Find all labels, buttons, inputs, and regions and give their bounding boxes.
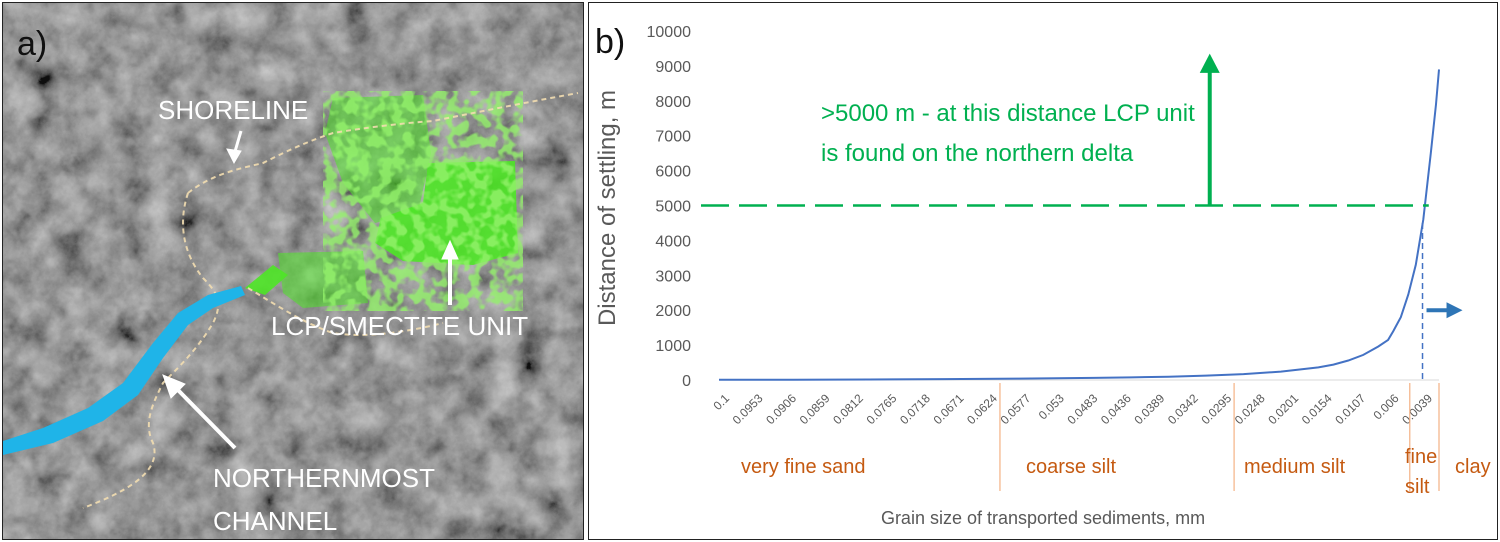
channel-arrow [173, 385, 237, 450]
class-very-fine-sand: very fine sand [741, 456, 866, 478]
x-tick-label: 0.0107 [1332, 391, 1368, 427]
up-arrow-head [1199, 53, 1220, 73]
channel-label-line1: NORTHERNMOST [213, 463, 435, 493]
class-fine-silt-line1: fine [1405, 446, 1437, 468]
x-tick-label: 0.0953 [730, 391, 766, 427]
channel-arrowhead [162, 374, 186, 399]
panel-b-chart: b) 0 1000 2000 3000 4000 5000 6000 7000 8000 9000… [588, 2, 1498, 540]
x-tick-label: 0.006 [1371, 391, 1402, 422]
y-tick-label: 1000 [655, 338, 691, 355]
class-coarse-silt: coarse silt [1026, 456, 1116, 478]
shoreline-label: SHORELINE [158, 95, 308, 125]
x-tick-label: 0.0201 [1265, 391, 1301, 427]
x-tick-label: 0.0039 [1399, 391, 1435, 427]
class-fine-silt-line2: silt [1405, 476, 1430, 498]
x-tick-label: 0.053 [1036, 391, 1067, 422]
y-tick-label: 0 [682, 373, 691, 390]
settling-curve [718, 69, 1440, 381]
y-tick-label: 5000 [655, 199, 691, 216]
x-tick-label: 0.0248 [1232, 391, 1268, 427]
y-axis-title: Distance of settling, m [594, 90, 621, 326]
map-image: a) SHORELINE LCP/SMECTITE UNIT NORTHERNM… [3, 3, 583, 539]
x-tick-label: 0.0483 [1065, 391, 1101, 427]
up-arrow [1199, 53, 1220, 206]
unit-arrowhead [441, 239, 459, 260]
right-arrow [1426, 302, 1463, 319]
annotation-line1: >5000 m - at this distance LCP unit [821, 100, 1195, 127]
lcp-smectite-unit-patches [245, 91, 523, 311]
panel-a-map: a) SHORELINE LCP/SMECTITE UNIT NORTHERNM… [2, 2, 584, 540]
x-tick-label: 0.0624 [964, 391, 1000, 427]
x-axis-ticks: 0.10.09530.09060.08590.08120.07650.07180… [710, 391, 1435, 427]
shoreline-arrowhead [226, 148, 242, 165]
class-dividers [999, 383, 1440, 491]
y-tick-label: 3000 [655, 268, 691, 285]
x-tick-label: 0.0671 [931, 391, 967, 427]
x-tick-label: 0.0436 [1098, 391, 1134, 427]
y-tick-label: 4000 [655, 233, 691, 250]
x-tick-label: 0.0859 [797, 391, 833, 427]
x-tick-label: 0.0765 [864, 391, 900, 427]
x-tick-label: 0.0154 [1299, 391, 1335, 427]
x-tick-label: 0.0295 [1198, 391, 1234, 427]
y-tick-label: 6000 [655, 164, 691, 181]
settling-chart: b) 0 1000 2000 3000 4000 5000 6000 7000 8000 9000… [594, 23, 1491, 528]
x-tick-label: 0.1 [710, 391, 732, 413]
lcp-smectite-unit-label: LCP/SMECTITE UNIT [271, 311, 528, 341]
x-axis-title: Grain size of transported sediments, mm [881, 508, 1205, 528]
y-tick-label: 2000 [655, 303, 691, 320]
x-tick-label: 0.0577 [998, 391, 1034, 427]
y-tick-label: 10000 [647, 24, 692, 41]
y-tick-label: 9000 [655, 59, 691, 76]
panel-b-letter: b) [595, 23, 625, 61]
shoreline-line [82, 92, 579, 509]
y-tick-label: 8000 [655, 94, 691, 111]
y-tick-label: 7000 [655, 129, 691, 146]
panel-a-letter: a) [17, 25, 47, 63]
class-clay: clay [1455, 456, 1491, 478]
x-tick-label: 0.0812 [830, 391, 866, 427]
x-tick-label: 0.0342 [1165, 391, 1201, 427]
class-medium-silt: medium silt [1244, 456, 1346, 478]
x-tick-label: 0.0906 [763, 391, 799, 427]
channel-shape [3, 286, 245, 455]
x-tick-label: 0.0718 [897, 391, 933, 427]
x-tick-label: 0.0389 [1131, 391, 1167, 427]
y-axis-ticks: 0 1000 2000 3000 4000 5000 6000 7000 8000 9000 100… [647, 24, 692, 390]
annotation-line2: is found on the northern delta [821, 140, 1134, 167]
channel-label-line2: CHANNEL [213, 506, 337, 536]
right-arrow-head [1446, 302, 1463, 319]
